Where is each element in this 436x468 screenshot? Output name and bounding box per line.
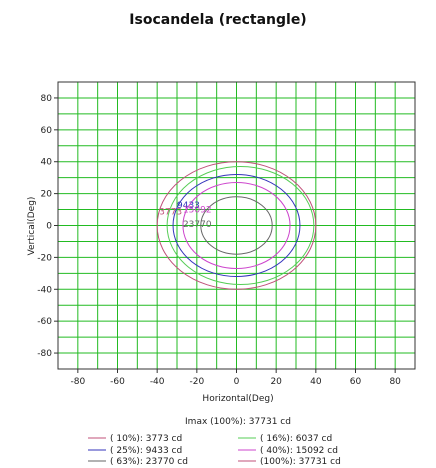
imax-label: Imax (100%): 37731 cd [185,417,291,427]
y-tick-label: 20 [41,190,53,200]
contour-label: 3773 [159,207,182,217]
y-tick-label: 60 [41,126,53,136]
x-tick-label: 20 [270,377,282,387]
y-tick-label: -40 [37,285,52,295]
x-tick-label: -60 [110,377,125,387]
x-tick-label: 60 [350,377,362,387]
x-tick-label: 40 [310,377,322,387]
x-axis-ticks: -80 -60 -40 -20 0 20 40 60 80 [70,369,401,387]
y-tick-label: -60 [37,317,52,327]
contour-lines [156,161,317,290]
contour-1 [166,166,315,285]
legend-entry: ( 40%): 15092 cd [260,446,338,456]
y-tick-label: 40 [41,158,53,168]
y-tick-label: 0 [46,222,52,232]
x-tick-label: -80 [70,377,85,387]
chart-title: Isocandela (rectangle) [129,12,306,28]
x-tick-label: -20 [189,377,204,387]
y-tick-label: -20 [37,253,52,263]
legend: ( 10%): 3773 cd ( 16%): 6037 cd ( 25%): 94… [88,434,341,467]
x-tick-label: 0 [234,377,240,387]
y-axis-ticks: 80 60 40 20 0 -20 -40 -60 -80 [37,94,58,359]
contour-3 [182,181,291,270]
legend-entry: ( 16%): 6037 cd [260,434,332,444]
contour-2 [172,173,301,278]
contour-4 [200,196,273,255]
y-axis-label: Vertical(Deg) [27,197,37,256]
x-tick-label: -40 [150,377,165,387]
legend-entry: ( 63%): 23770 cd [110,457,188,467]
y-tick-label: 80 [41,94,53,104]
legend-entry: ( 25%): 9433 cd [110,446,182,456]
contour-label: 9433 [177,201,200,211]
legend-entry: (100%): 37731 cd [260,457,341,467]
contour-0 [156,161,317,290]
x-axis-label: Horizontal(Deg) [202,394,273,404]
legend-entry: ( 10%): 3773 cd [110,434,182,444]
contour-label: 23770 [183,220,212,230]
y-tick-label: -80 [37,349,52,359]
x-tick-label: 80 [389,377,401,387]
contour-label: 15092 [183,206,212,216]
grid [57,81,416,370]
